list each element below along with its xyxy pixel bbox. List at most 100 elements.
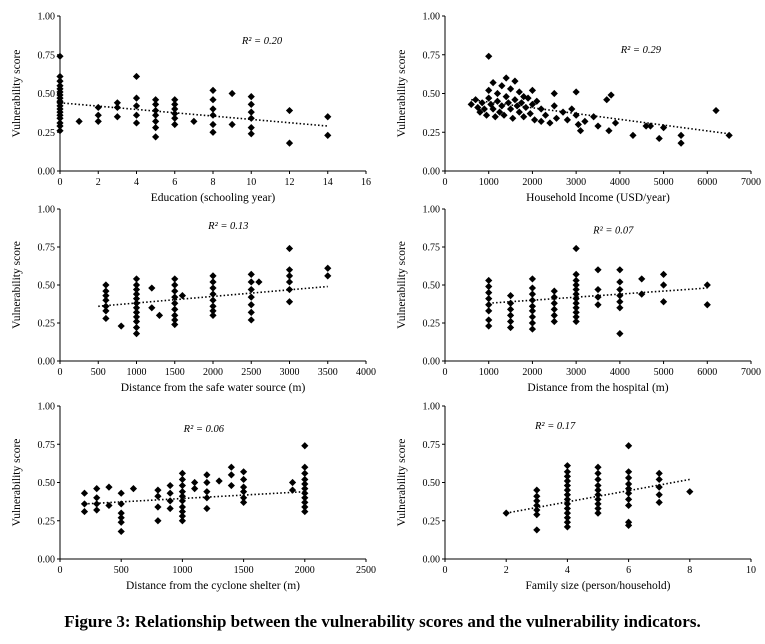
data-point (191, 485, 199, 493)
data-point (572, 313, 580, 321)
data-point (209, 284, 217, 292)
data-point (659, 124, 668, 132)
data-point (563, 491, 571, 499)
data-point (655, 483, 663, 491)
data-point (485, 289, 493, 297)
data-point (572, 295, 580, 303)
data-point (572, 244, 580, 253)
data-point (247, 316, 255, 324)
data-point (655, 498, 663, 506)
data-point (502, 509, 510, 517)
data-point (102, 314, 110, 323)
data-point (132, 281, 141, 289)
x-tick-label: 3500 (318, 367, 338, 378)
x-tick-label: 10 (246, 177, 256, 188)
y-tick-label: 0.00 (38, 167, 56, 178)
data-point (572, 281, 580, 289)
data-point (472, 96, 480, 104)
data-point (496, 108, 504, 116)
data-point (152, 106, 160, 115)
data-point (171, 305, 179, 313)
data-point (533, 486, 541, 494)
data-point (625, 521, 633, 529)
data-point (563, 509, 571, 517)
scatter-panel-2: 0.00 0.25 0.50 0.75 1.00 0 1000 2000 3000 4000 500… (396, 12, 761, 205)
y-tick-label: 1.00 (38, 205, 56, 216)
data-point (478, 99, 486, 107)
data-point (485, 301, 493, 309)
data-point (572, 285, 580, 294)
data-point (247, 293, 255, 301)
data-point (563, 468, 571, 476)
y-tick-label: 0.75 (423, 243, 441, 254)
data-point (517, 99, 526, 107)
x-tick-label: 10 (746, 565, 756, 576)
y-tick-label: 0.75 (423, 50, 441, 61)
data-point (209, 307, 217, 315)
data-point (285, 244, 294, 253)
x-axis-label: Distance from the cyclone shelter (m) (126, 580, 300, 592)
data-point (154, 492, 162, 500)
trendline (84, 490, 305, 505)
data-point (533, 506, 541, 514)
data-point (506, 317, 515, 326)
data-point (485, 86, 493, 94)
data-point (154, 517, 162, 525)
data-point (638, 290, 646, 298)
data-point (190, 117, 198, 125)
data-point (506, 105, 515, 113)
data-point (56, 122, 64, 130)
data-point (117, 500, 125, 508)
data-point (154, 503, 162, 511)
x-tick-label: 1000 (479, 177, 499, 188)
data-point (247, 130, 255, 138)
y-tick-label: 1.00 (423, 402, 441, 413)
data-point (686, 488, 694, 496)
data-point (515, 108, 523, 116)
r-squared-label: R² = 0.20 (241, 36, 283, 47)
data-point (502, 74, 510, 82)
data-point (559, 108, 567, 116)
data-point (178, 481, 186, 490)
data-point (152, 117, 160, 125)
data-point (285, 298, 294, 306)
y-tick-label: 1.00 (38, 12, 56, 23)
data-point (572, 308, 580, 316)
y-tick-label: 0.25 (423, 128, 441, 139)
data-point (594, 500, 602, 508)
data-point (655, 475, 663, 484)
data-point (285, 266, 294, 274)
data-point (526, 110, 534, 118)
y-tick-label: 0.50 (38, 89, 56, 100)
y-tick-label: 0.25 (38, 319, 56, 330)
data-point (594, 475, 602, 484)
data-point (203, 504, 211, 513)
data-point (506, 323, 515, 332)
data-point (285, 272, 294, 280)
x-tick-label: 4000 (610, 177, 630, 188)
data-point (563, 481, 571, 490)
data-point (572, 111, 580, 119)
data-point (616, 285, 624, 294)
data-point (132, 119, 141, 127)
data-point (659, 270, 668, 278)
data-point (152, 96, 160, 104)
data-point (288, 478, 297, 487)
data-point (491, 113, 499, 121)
data-point (178, 475, 186, 484)
data-point (506, 305, 515, 313)
data-point (155, 311, 164, 319)
x-tick-label: 6 (626, 565, 631, 576)
data-point (117, 527, 125, 536)
data-point (625, 468, 633, 476)
y-tick-label: 0.00 (423, 555, 441, 566)
data-point (324, 264, 332, 272)
data-point (56, 52, 64, 60)
scatter-panel-5: 0.00 0.25 0.50 0.75 1.00 0 500 1000 1500 2000 2500… (11, 402, 376, 593)
data-point (301, 494, 309, 502)
data-point (240, 494, 248, 502)
data-point (209, 96, 217, 104)
data-point (533, 497, 541, 505)
data-point (563, 523, 571, 531)
data-point (506, 311, 515, 319)
